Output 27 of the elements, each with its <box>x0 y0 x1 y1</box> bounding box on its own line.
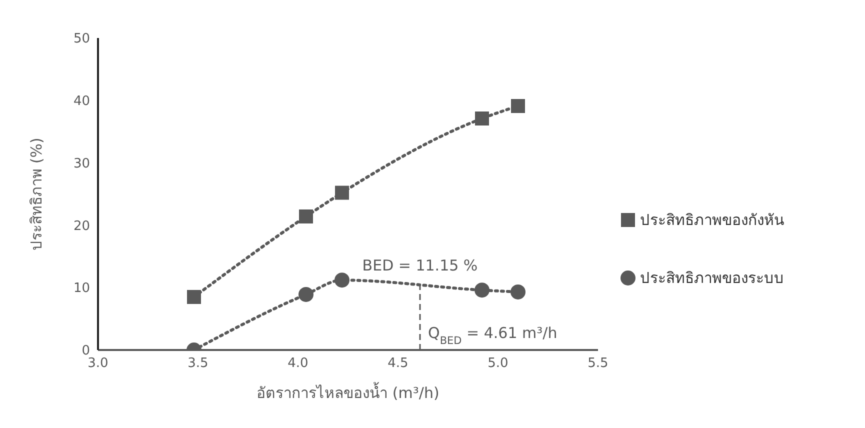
annotation: BED = 11.15 % <box>362 256 478 274</box>
y-tick-label: 50 <box>73 32 90 47</box>
x-tick-label: 5.0 <box>488 356 508 372</box>
x-tick-label: 5.5 <box>588 356 608 372</box>
point <box>335 186 349 200</box>
y-tick-label: 40 <box>73 94 90 110</box>
point <box>299 209 313 224</box>
x-tick-label: 4.5 <box>388 356 408 372</box>
x-tick-label: 3.5 <box>188 356 208 372</box>
legend-label: ประสิทธิภาพของระบบ <box>640 268 784 289</box>
y-tick-label: 20 <box>73 218 90 234</box>
point <box>334 272 350 288</box>
y-axis-title: ประสิทธิภาพ (%) <box>27 138 46 250</box>
point <box>298 286 314 302</box>
point <box>510 284 526 300</box>
y-tick-label: 30 <box>73 156 90 172</box>
point <box>511 99 525 114</box>
x-axis-title: อัตราการไหลของน้ำ (m³/h) <box>256 382 440 402</box>
x-tick-label: 3.0 <box>88 356 108 372</box>
x-tick-label: 4.0 <box>288 356 308 372</box>
y-tick-label: 10 <box>73 281 90 296</box>
point <box>475 111 489 126</box>
point <box>187 290 201 304</box>
y-tick-label: 0 <box>82 344 90 359</box>
point <box>474 282 490 298</box>
ref-line-label: Q$_{BED}$ = 4.61 m³/h <box>428 324 558 347</box>
legend-label: ประสิทธิภาพของกังหัน <box>640 210 784 231</box>
